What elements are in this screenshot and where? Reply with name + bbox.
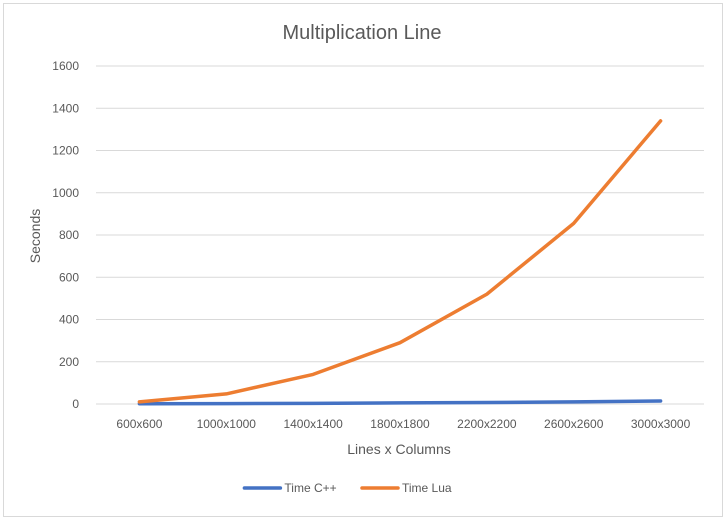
legend: Time C++ Time Lua (242, 481, 452, 495)
gridlines (96, 65, 704, 405)
y-tick-label: 0 (72, 397, 79, 411)
chart-area[interactable]: Multiplication Line 0 200 400 600 800 1000 120… (3, 3, 723, 517)
x-axis-title: Lines x Columns (347, 441, 451, 457)
y-tick-label: 800 (59, 228, 79, 242)
y-axis-tick-labels: 0 200 400 600 800 1000 1200 1400 1600 (52, 59, 79, 411)
y-tick-label: 1600 (52, 59, 79, 73)
series-lines (137, 119, 663, 406)
x-tick-label: 3000x3000 (631, 417, 691, 431)
y-tick-label: 1200 (52, 144, 79, 158)
y-tick-label: 200 (59, 355, 79, 369)
x-axis-tick-labels: 600x600 1000x1000 1400x1400 1800x1800 2200x2… (116, 417, 690, 431)
y-tick-label: 400 (59, 313, 79, 327)
y-tick-label: 1000 (52, 186, 79, 200)
series-line (137, 119, 663, 404)
line-chart: Multiplication Line 0 200 400 600 800 1000 120… (27, 22, 704, 495)
x-tick-label: 2600x2600 (544, 417, 604, 431)
legend-label: Time C++ (284, 481, 336, 495)
series-line (137, 399, 663, 406)
x-tick-label: 1800x1800 (370, 417, 430, 431)
x-tick-label: 600x600 (116, 417, 162, 431)
x-tick-label: 1000x1000 (197, 417, 257, 431)
x-tick-label: 2200x2200 (457, 417, 517, 431)
y-axis-title: Seconds (27, 209, 43, 263)
x-tick-label: 1400x1400 (283, 417, 343, 431)
y-tick-label: 600 (59, 270, 79, 284)
chart-title: Multiplication Line (283, 22, 442, 44)
legend-label: Time Lua (402, 481, 452, 495)
y-tick-label: 1400 (52, 101, 79, 115)
